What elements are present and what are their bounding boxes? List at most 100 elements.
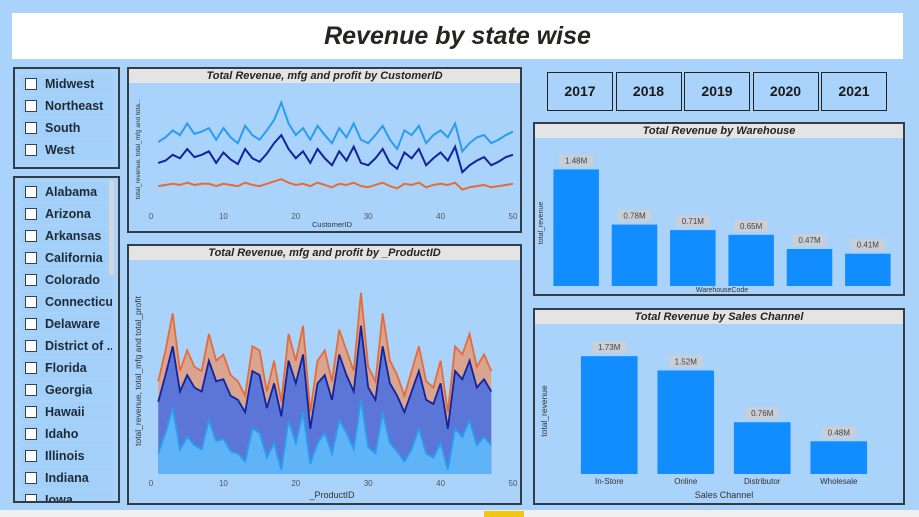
slicer-item[interactable]: Delaware [21,314,112,334]
data-label-background [792,233,827,246]
slicer-item-label: Alabama [45,185,98,199]
sales-channel-bar-chart-panel: Total Revenue by Sales Channel 1.73M In-S… [533,308,905,505]
bar [845,253,891,286]
bar [733,422,791,474]
slicer-item[interactable]: Alabama [21,182,112,202]
data-label-background [592,341,627,354]
x-tick-label: 20 [291,212,300,221]
x-tick-label: 40 [436,212,445,221]
slicer-item[interactable]: West [21,140,112,160]
slicer-item-label: Florida [45,361,87,375]
x-tick-label: Wholesale [820,477,858,486]
data-label-background [734,219,769,232]
checkbox[interactable] [25,362,37,374]
checkbox[interactable] [25,274,37,286]
slicer-item[interactable]: Hawaii [21,402,112,422]
slicer-item-label: District of ... [45,339,112,353]
state-slicer[interactable]: Alabama Arizona Arkansas California Colorado… [13,176,120,503]
checkbox[interactable] [25,100,37,112]
checkbox[interactable] [25,78,37,90]
checkbox[interactable] [25,472,37,484]
slicer-item-label: Arizona [45,207,91,221]
slicer-item[interactable]: Arizona [21,204,112,224]
y-axis-title: total_revenue [538,202,545,245]
x-tick-label: In-Store [595,477,624,486]
checkbox[interactable] [25,450,37,462]
slicer-item[interactable]: South [21,118,112,138]
x-tick-label: 10 [219,479,228,488]
slicer-item[interactable]: Florida [21,358,112,378]
customer-line-chart: 0 10 20 30 40 50 CustomerID total_revenue, tota… [135,99,518,229]
slicer-item[interactable]: Iowa [21,490,112,501]
product-area-chart-panel: Total Revenue, mfg and profit by _Produc… [127,244,522,505]
page-title: Revenue by state wise [324,22,591,50]
checkbox[interactable] [25,208,37,220]
year-button[interactable]: 2019 [684,72,750,111]
slicer-item[interactable]: Midwest [21,74,112,94]
checkbox[interactable] [25,318,37,330]
x-tick-label: 0 [149,479,154,488]
data-label: 0.47M [798,236,821,245]
slicer-item-label: California [45,251,103,265]
line-series-2 [158,178,514,191]
slicer-item[interactable]: Colorado [21,270,112,290]
data-label-background [668,355,703,368]
bar [728,234,774,286]
warehouse-bar-chart: 1.48M 0.78M 0.71M 0.65M 0.47M 0.41M WarehouseC… [538,154,891,294]
slicer-item[interactable]: Indiana [21,468,112,488]
slicer-item-label: Georgia [45,383,93,397]
slicer-item[interactable]: Georgia [21,380,112,400]
bar [611,224,658,286]
checkbox[interactable] [25,186,37,198]
line-series-1 [157,325,493,429]
customer-line-chart-panel: Total Revenue, mfg and profit by Custome… [127,67,522,233]
title-card: Revenue by state wise [12,13,903,59]
bar [657,370,715,474]
slicer-item[interactable]: California [21,248,112,268]
checkbox[interactable] [25,428,37,440]
checkbox[interactable] [25,406,37,418]
checkbox[interactable] [25,340,37,352]
slicer-item[interactable]: Northeast [21,96,112,116]
data-label: 0.78M [623,212,646,221]
slicer-item[interactable]: Idaho [21,424,112,444]
active-page-tab[interactable] [484,511,524,517]
region-slicer: Midwest Northeast South West [13,67,120,169]
checkbox[interactable] [25,122,37,134]
year-button[interactable]: 2018 [615,72,682,111]
line-series-2 [157,399,492,471]
data-label-background [745,407,780,420]
slicer-item[interactable]: Arkansas [21,226,112,246]
slicer-item[interactable]: District of ... [21,336,112,356]
slicer-item[interactable]: Connecticut [21,292,112,312]
data-label-background [850,238,885,251]
checkbox[interactable] [25,296,37,308]
bar [553,169,599,286]
x-tick-label: 40 [436,479,445,488]
area-series-2 [158,399,492,474]
checkbox[interactable] [25,230,37,242]
data-label: 0.41M [857,241,880,250]
slicer-item[interactable]: Illinois [21,446,112,466]
x-axis-title: _ProductID [308,490,355,500]
year-button[interactable]: 2021 [821,72,887,111]
x-tick-label: Distributor [744,477,781,486]
data-label: 0.76M [751,409,774,418]
y-axis-title: total_revenue [539,385,549,437]
checkbox[interactable] [25,252,37,264]
year-button[interactable]: 2020 [752,72,819,111]
checkbox[interactable] [25,144,37,156]
checkbox[interactable] [25,384,37,396]
data-label-background [821,426,856,439]
chart-title: Total Revenue by Sales Channel [535,310,903,324]
slicer-item-label: Northeast [45,99,104,113]
year-button[interactable]: 2017 [547,72,613,111]
slicer-item-label: Colorado [45,273,100,287]
checkbox[interactable] [25,494,37,501]
data-label: 1.73M [598,343,621,352]
state-slicer-scrollbar[interactable] [109,180,114,275]
x-tick-label: 50 [509,212,518,221]
x-axis-title: WarehouseCode [696,287,748,294]
x-tick-label: 0 [149,212,154,221]
chart-title: Total Revenue, mfg and profit by Custome… [129,69,520,83]
